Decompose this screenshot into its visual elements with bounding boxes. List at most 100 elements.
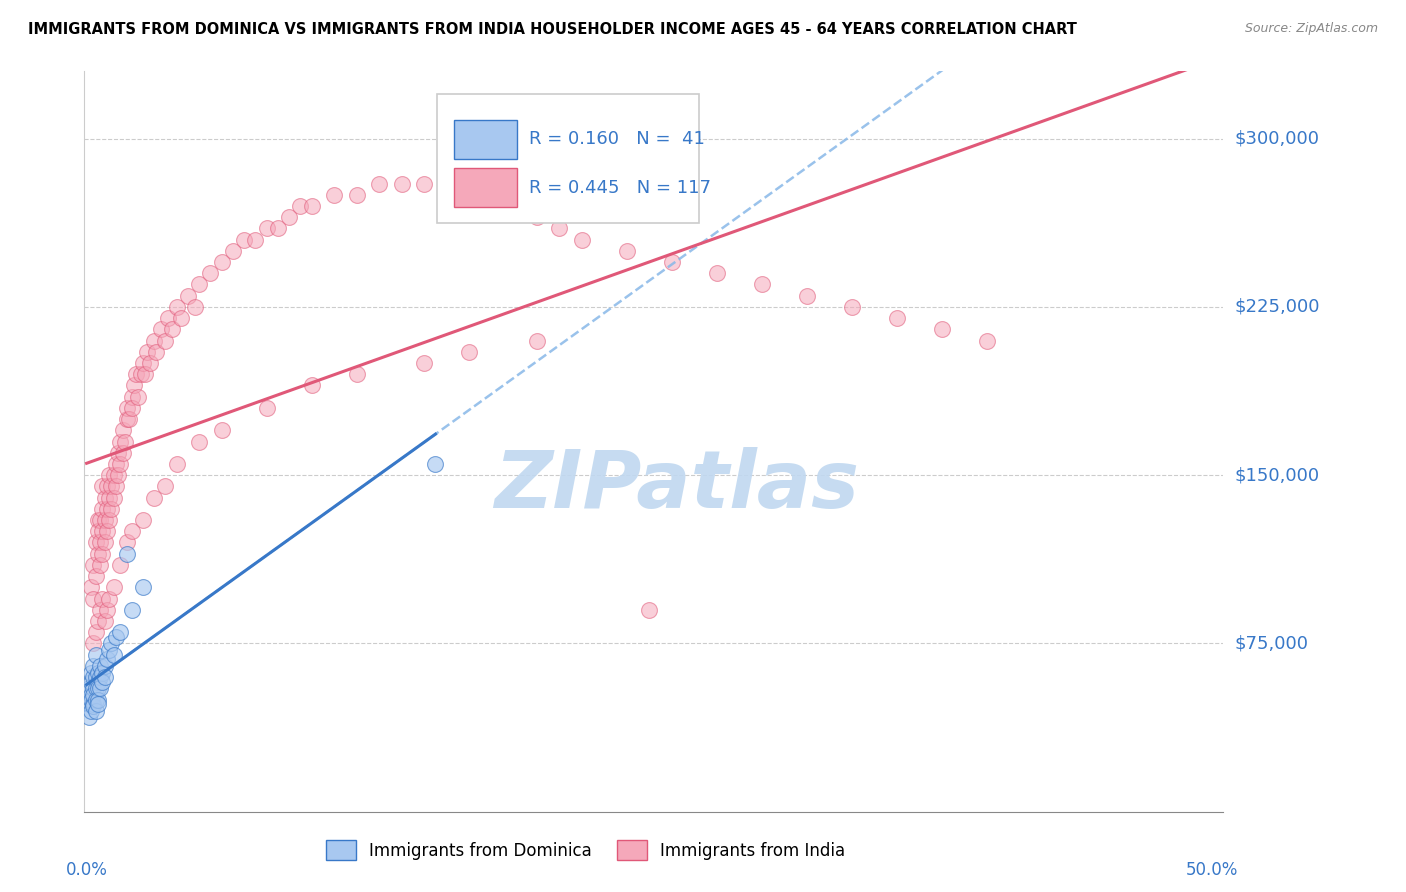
Point	[886, 311, 908, 326]
Point	[177, 289, 200, 303]
Point	[256, 221, 278, 235]
Point	[84, 704, 107, 718]
FancyBboxPatch shape	[437, 94, 699, 223]
Point	[77, 710, 100, 724]
Point	[125, 368, 148, 382]
Point	[391, 177, 413, 191]
Legend: Immigrants from Dominica, Immigrants from India: Immigrants from Dominica, Immigrants fro…	[319, 834, 852, 866]
Point	[200, 266, 222, 280]
Point	[368, 177, 391, 191]
Point	[100, 479, 122, 493]
Point	[145, 344, 167, 359]
Point	[436, 187, 458, 202]
Point	[143, 334, 166, 348]
Point	[93, 535, 115, 549]
Point	[103, 580, 125, 594]
Point	[122, 378, 145, 392]
Point	[134, 368, 156, 382]
Point	[115, 535, 138, 549]
Point	[110, 625, 132, 640]
Point	[87, 547, 110, 561]
Point	[616, 244, 638, 258]
Point	[98, 468, 121, 483]
Point	[84, 692, 107, 706]
Point	[121, 401, 143, 415]
Point	[526, 334, 548, 348]
Point	[188, 434, 211, 449]
Text: IMMIGRANTS FROM DOMINICA VS IMMIGRANTS FROM INDIA HOUSEHOLDER INCOME AGES 45 - 6: IMMIGRANTS FROM DOMINICA VS IMMIGRANTS F…	[28, 22, 1077, 37]
Point	[87, 665, 110, 680]
Point	[425, 457, 447, 471]
Point	[82, 697, 104, 711]
Point	[132, 513, 155, 527]
Point	[87, 692, 110, 706]
Point	[211, 255, 233, 269]
Point	[548, 221, 571, 235]
Point	[84, 569, 107, 583]
Point	[98, 591, 121, 606]
Point	[155, 334, 177, 348]
Point	[93, 614, 115, 628]
Point	[91, 591, 114, 606]
Point	[413, 356, 436, 370]
Point	[96, 524, 118, 539]
Point	[706, 266, 728, 280]
Point	[100, 501, 122, 516]
Point	[976, 334, 998, 348]
Point	[104, 457, 127, 471]
Point	[80, 580, 103, 594]
Text: Source: ZipAtlas.com: Source: ZipAtlas.com	[1244, 22, 1378, 36]
Point	[115, 412, 138, 426]
Point	[149, 322, 172, 336]
Point	[118, 412, 141, 426]
Point	[82, 699, 104, 714]
Point	[98, 513, 121, 527]
Point	[346, 368, 368, 382]
Point	[103, 648, 125, 662]
Point	[77, 681, 100, 696]
Point	[93, 491, 115, 505]
Point	[129, 368, 152, 382]
Point	[458, 344, 481, 359]
Point	[96, 501, 118, 516]
Point	[89, 659, 111, 673]
Point	[110, 457, 132, 471]
Point	[110, 434, 132, 449]
Point	[346, 187, 368, 202]
Point	[183, 300, 205, 314]
Point	[503, 199, 526, 213]
Point	[82, 681, 104, 696]
Point	[132, 580, 155, 594]
Point	[114, 434, 136, 449]
Point	[91, 674, 114, 689]
Point	[166, 457, 188, 471]
Text: $150,000: $150,000	[1234, 467, 1319, 484]
Point	[111, 446, 134, 460]
Point	[110, 558, 132, 572]
Point	[98, 643, 121, 657]
Point	[323, 187, 346, 202]
Point	[96, 652, 118, 666]
Point	[115, 401, 138, 415]
Point	[458, 187, 481, 202]
Point	[211, 423, 233, 437]
Point	[103, 491, 125, 505]
Point	[301, 378, 323, 392]
Point	[89, 513, 111, 527]
Point	[91, 547, 114, 561]
Point	[267, 221, 290, 235]
Point	[96, 479, 118, 493]
Point	[136, 344, 159, 359]
Point	[87, 697, 110, 711]
Point	[82, 591, 104, 606]
Point	[84, 535, 107, 549]
Point	[104, 479, 127, 493]
Text: R = 0.445   N = 117: R = 0.445 N = 117	[529, 178, 710, 196]
Point	[91, 665, 114, 680]
Point	[89, 681, 111, 696]
Text: 0.0%: 0.0%	[66, 861, 107, 880]
Point	[155, 479, 177, 493]
Point	[82, 636, 104, 650]
Point	[93, 659, 115, 673]
Text: R = 0.160   N =  41: R = 0.160 N = 41	[529, 130, 704, 148]
